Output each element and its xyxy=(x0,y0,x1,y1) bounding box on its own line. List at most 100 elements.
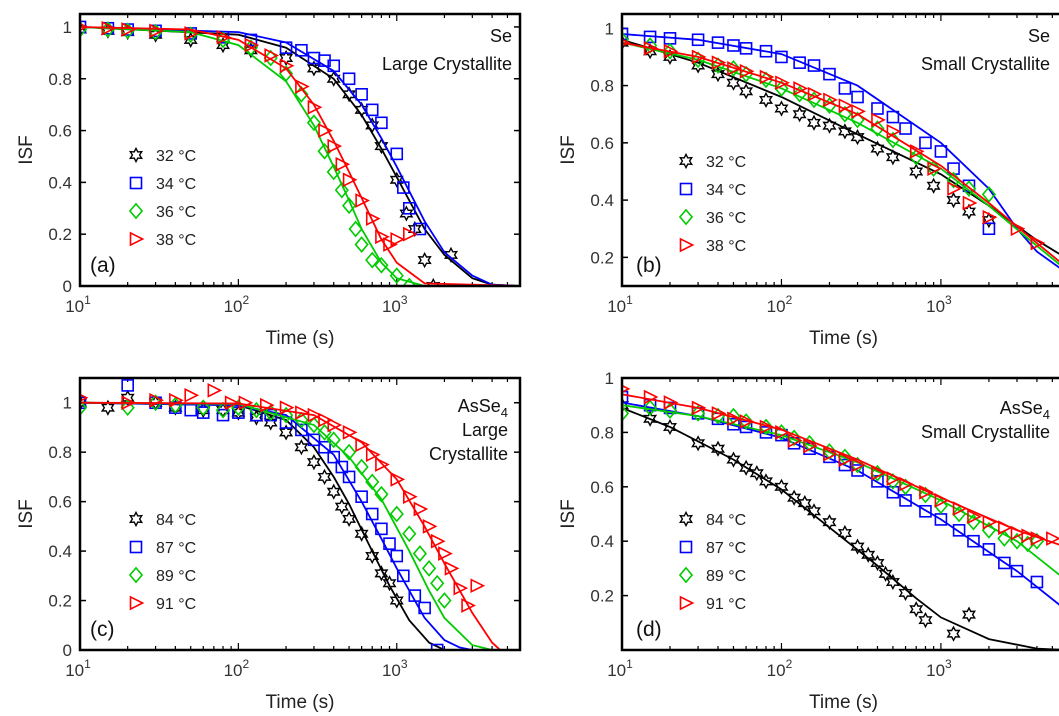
data-point xyxy=(413,222,427,236)
data-point xyxy=(279,400,295,416)
data-point xyxy=(306,416,322,434)
fit-line-1 xyxy=(80,26,520,286)
data-point xyxy=(365,547,380,565)
data-point xyxy=(438,546,453,561)
y-tick-label: 0.6 xyxy=(48,122,72,141)
y-axis-label: ISF xyxy=(16,499,37,529)
data-point xyxy=(899,476,914,492)
plot-area xyxy=(622,384,1059,650)
data-point xyxy=(121,395,137,411)
data-point xyxy=(326,431,341,449)
data-point xyxy=(232,406,245,419)
data-point xyxy=(295,405,310,420)
chart-panel-2: 0.2 0.4 0.6 0.8 1 101 102 103 Time (s) ISF Se Small… xyxy=(558,12,1059,349)
data-point xyxy=(919,504,932,518)
data-point xyxy=(413,501,429,517)
data-point xyxy=(374,256,389,274)
x-tick-label: 102 xyxy=(767,657,793,680)
legend-label: 36 °C xyxy=(156,204,196,221)
data-point xyxy=(390,147,404,161)
x-tick-label: 101 xyxy=(65,293,91,316)
y-tick-label: 0.6 xyxy=(48,493,72,512)
data-point xyxy=(663,43,679,59)
data-point xyxy=(982,514,998,530)
legend-label: 87 °C xyxy=(706,540,746,557)
data-point xyxy=(390,549,404,563)
data-point xyxy=(710,65,726,83)
data-point xyxy=(909,163,924,180)
data-point xyxy=(871,112,886,128)
data-point xyxy=(263,49,278,67)
y-tick-label: 0.2 xyxy=(48,592,72,611)
data-point xyxy=(342,86,357,103)
x-tick-label: 103 xyxy=(382,657,408,680)
data-point xyxy=(120,399,135,417)
data-point xyxy=(443,246,459,263)
data-point xyxy=(952,501,968,516)
data-point xyxy=(793,81,809,96)
data-point xyxy=(264,48,280,63)
fit-line-3 xyxy=(80,401,520,650)
data-point xyxy=(643,389,659,405)
x-axis-label: Time (s) xyxy=(809,692,878,713)
data-point xyxy=(100,399,115,416)
data-point xyxy=(947,181,962,196)
data-point xyxy=(622,390,629,404)
data-point xyxy=(837,524,852,542)
data-point xyxy=(787,489,802,506)
data-point xyxy=(365,211,381,226)
x-tick-label: 103 xyxy=(926,293,952,316)
data-point xyxy=(926,177,941,194)
data-point xyxy=(397,181,410,194)
data-point xyxy=(775,425,790,440)
data-point xyxy=(196,406,210,419)
data-point xyxy=(184,403,198,417)
legend-marker xyxy=(128,510,144,528)
data-point xyxy=(335,460,349,474)
data-point xyxy=(295,79,310,94)
data-point xyxy=(318,440,331,454)
data-point xyxy=(759,69,775,85)
data-point xyxy=(909,148,924,166)
data-point xyxy=(207,383,223,398)
data-point xyxy=(238,395,254,411)
data-point xyxy=(739,459,754,476)
data-point xyxy=(851,457,866,473)
data-point xyxy=(342,72,356,86)
panel-annotation: AsSe4 xyxy=(458,396,508,420)
fit-line-0 xyxy=(80,26,520,286)
x-axis-label: Time (s) xyxy=(809,328,878,349)
data-point xyxy=(169,392,184,408)
data-point xyxy=(402,525,417,543)
legend-marker xyxy=(129,231,145,247)
data-point xyxy=(318,123,333,138)
legend-label: 89 °C xyxy=(706,568,746,585)
data-point xyxy=(278,49,294,67)
data-point xyxy=(389,592,404,609)
data-point xyxy=(807,59,821,72)
fit-line-1 xyxy=(80,401,520,650)
data-point xyxy=(216,408,230,422)
data-point xyxy=(727,39,740,52)
data-point xyxy=(797,495,812,512)
data-point xyxy=(837,123,852,140)
data-point xyxy=(306,114,322,132)
plot-area xyxy=(80,379,520,650)
data-point xyxy=(1010,564,1024,578)
data-point xyxy=(962,195,978,211)
data-point xyxy=(317,468,332,485)
data-point xyxy=(461,598,476,613)
data-point xyxy=(383,537,396,550)
panel-annotation: Se xyxy=(1028,26,1050,46)
y-tick-label: 1 xyxy=(63,18,72,37)
data-point xyxy=(216,29,232,45)
data-point xyxy=(341,197,357,215)
data-point xyxy=(643,30,657,44)
legend-marker xyxy=(678,208,694,226)
legend-label: 84 °C xyxy=(706,512,746,529)
data-point xyxy=(787,433,803,448)
data-point xyxy=(967,509,982,525)
data-point xyxy=(727,411,742,427)
legend-label: 32 °C xyxy=(156,148,196,165)
